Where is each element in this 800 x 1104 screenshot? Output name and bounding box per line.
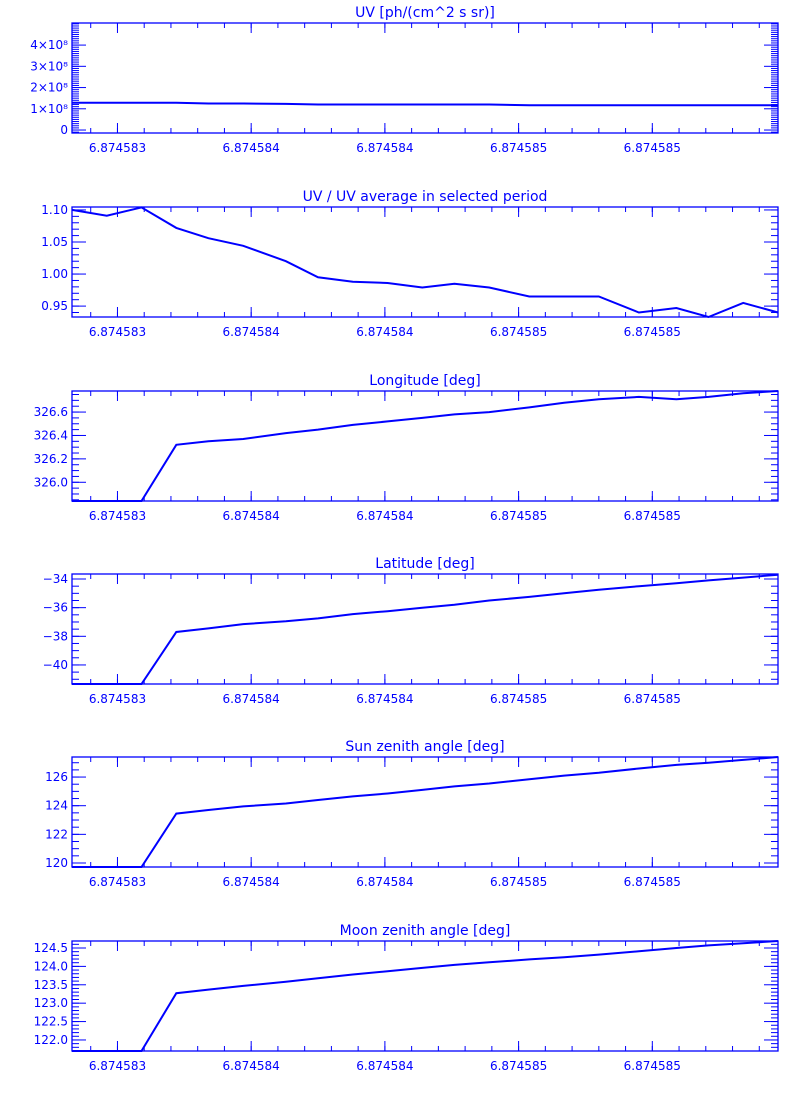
x-tick-label: 6.874585 bbox=[624, 509, 681, 523]
x-tick-label: 6.874583 bbox=[89, 1059, 146, 1073]
panel-4: Latitude [deg] 6.874583 6.874584 6.874584 6.… bbox=[43, 556, 779, 706]
series-line bbox=[72, 940, 779, 1052]
x-tick-label: 6.874584 bbox=[356, 141, 413, 155]
panel-6: Moon zenith angle [deg] 6.874583 6.874584 6… bbox=[34, 923, 779, 1073]
y-tick-label: 124.0 bbox=[34, 959, 68, 973]
x-tick-label: 6.874585 bbox=[490, 692, 547, 706]
y-tick-label: 122.0 bbox=[34, 1033, 68, 1047]
y-tick-label: 122 bbox=[45, 827, 68, 841]
panel-3: Longitude [deg] 6.874583 6.874584 6.874584 6… bbox=[34, 373, 779, 523]
series-line bbox=[72, 573, 779, 685]
x-tick-label: 6.874584 bbox=[356, 325, 413, 339]
y-tick-label: 326.2 bbox=[34, 452, 68, 466]
y-tick-label: 2×10⁸ bbox=[30, 81, 68, 95]
y-tick-label: −38 bbox=[43, 629, 68, 643]
x-tick-label: 6.874583 bbox=[89, 325, 146, 339]
x-tick-label: 6.874583 bbox=[89, 509, 146, 523]
x-tick-label: 6.874585 bbox=[624, 325, 681, 339]
x-tick-label: 6.874585 bbox=[624, 875, 681, 889]
panel-title: UV [ph/(cm^2 s sr)] bbox=[355, 5, 495, 21]
x-tick-label: 6.874585 bbox=[490, 141, 547, 155]
y-tick-label: 122.5 bbox=[34, 1015, 68, 1029]
x-tick-label: 6.874584 bbox=[223, 692, 280, 706]
plot-frame bbox=[71, 756, 779, 868]
x-tick-label: 6.874584 bbox=[356, 1059, 413, 1073]
x-tick-label: 6.874584 bbox=[223, 509, 280, 523]
panel-title: Latitude [deg] bbox=[375, 556, 474, 572]
y-tick-label: 326.4 bbox=[34, 428, 68, 442]
x-tick-label: 6.874585 bbox=[490, 509, 547, 523]
y-tick-label: 4×10⁸ bbox=[30, 38, 68, 52]
y-tick-label: 1.00 bbox=[41, 267, 68, 281]
x-tick-label: 6.874583 bbox=[89, 692, 146, 706]
y-tick-label: 123.5 bbox=[34, 978, 68, 992]
y-tick-label: 0 bbox=[60, 123, 68, 137]
x-tick-label: 6.874584 bbox=[223, 325, 280, 339]
plot-frame bbox=[71, 390, 779, 502]
x-tick-label: 6.874584 bbox=[356, 875, 413, 889]
y-tick-label: 1.10 bbox=[41, 203, 68, 217]
x-tick-label: 6.874583 bbox=[89, 141, 146, 155]
plot-frame bbox=[71, 940, 779, 1052]
series-line bbox=[72, 390, 779, 502]
plot-frame bbox=[71, 206, 779, 318]
y-tick-label: 3×10⁸ bbox=[30, 59, 68, 73]
panel-5: Sun zenith angle [deg] 6.874583 6.874584 6.… bbox=[45, 739, 779, 889]
x-tick-label: 6.874585 bbox=[624, 141, 681, 155]
y-tick-label: 124 bbox=[45, 799, 68, 813]
x-tick-label: 6.874585 bbox=[624, 692, 681, 706]
y-tick-label: 1×10⁸ bbox=[30, 102, 68, 116]
panel-1: UV [ph/(cm^2 s sr)] 6.874583 6.874584 6.874… bbox=[30, 5, 779, 155]
plot-frame bbox=[71, 22, 779, 134]
y-tick-label: −40 bbox=[43, 658, 68, 672]
y-tick-label: 124.5 bbox=[34, 941, 68, 955]
x-tick-label: 6.874585 bbox=[490, 1059, 547, 1073]
panel-2: UV / UV average in selected period 6.8745… bbox=[41, 189, 779, 339]
panel-title: Sun zenith angle [deg] bbox=[345, 739, 504, 755]
x-tick-label: 6.874584 bbox=[223, 875, 280, 889]
panel-title: UV / UV average in selected period bbox=[303, 189, 548, 205]
x-tick-label: 6.874584 bbox=[223, 1059, 280, 1073]
x-tick-label: 6.874584 bbox=[223, 141, 280, 155]
panel-title: Moon zenith angle [deg] bbox=[340, 923, 511, 939]
y-tick-label: 123.0 bbox=[34, 996, 68, 1010]
plot-frame bbox=[71, 573, 779, 685]
panel-title: Longitude [deg] bbox=[369, 373, 480, 389]
series-line bbox=[72, 101, 778, 107]
x-tick-label: 6.874585 bbox=[490, 875, 547, 889]
y-tick-label: 126 bbox=[45, 770, 68, 784]
series-line bbox=[72, 756, 779, 868]
x-tick-label: 6.874584 bbox=[356, 509, 413, 523]
y-tick-label: 0.95 bbox=[41, 299, 68, 313]
x-tick-label: 6.874585 bbox=[490, 325, 547, 339]
y-tick-label: −34 bbox=[43, 572, 68, 586]
x-tick-label: 6.874583 bbox=[89, 875, 146, 889]
x-tick-label: 6.874584 bbox=[356, 692, 413, 706]
series-line bbox=[71, 206, 779, 319]
y-tick-label: −36 bbox=[43, 601, 68, 615]
y-tick-label: 326.0 bbox=[34, 475, 68, 489]
x-tick-label: 6.874585 bbox=[624, 1059, 681, 1073]
y-tick-label: 120 bbox=[45, 856, 68, 870]
y-tick-label: 326.6 bbox=[34, 405, 68, 419]
y-tick-label: 1.05 bbox=[41, 235, 68, 249]
